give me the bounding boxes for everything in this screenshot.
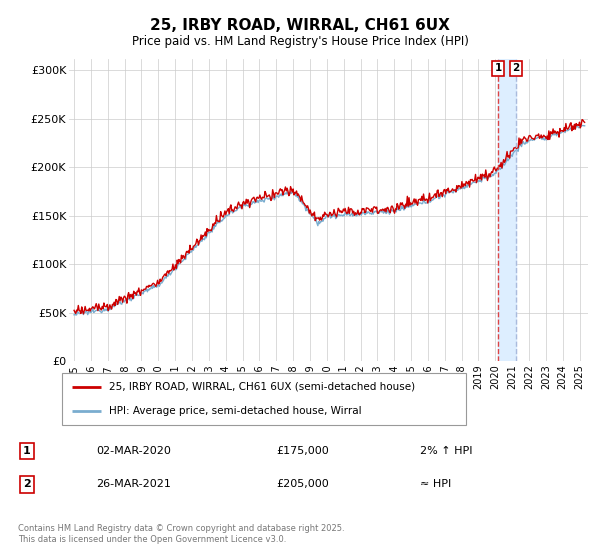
Text: 25, IRBY ROAD, WIRRAL, CH61 6UX (semi-detached house): 25, IRBY ROAD, WIRRAL, CH61 6UX (semi-de…: [109, 382, 415, 392]
Text: Contains HM Land Registry data © Crown copyright and database right 2025.
This d: Contains HM Land Registry data © Crown c…: [18, 524, 344, 544]
Text: HPI: Average price, semi-detached house, Wirral: HPI: Average price, semi-detached house,…: [109, 406, 362, 416]
Text: Price paid vs. HM Land Registry's House Price Index (HPI): Price paid vs. HM Land Registry's House …: [131, 35, 469, 49]
Text: 02-MAR-2020: 02-MAR-2020: [96, 446, 171, 456]
Text: 26-MAR-2021: 26-MAR-2021: [96, 479, 171, 489]
Text: 2: 2: [512, 63, 520, 73]
Text: £175,000: £175,000: [276, 446, 329, 456]
Bar: [498, 59, 516, 361]
Text: 2: 2: [23, 479, 31, 489]
FancyBboxPatch shape: [62, 374, 466, 424]
Text: 25, IRBY ROAD, WIRRAL, CH61 6UX: 25, IRBY ROAD, WIRRAL, CH61 6UX: [150, 18, 450, 32]
Text: £205,000: £205,000: [276, 479, 329, 489]
Text: 1: 1: [23, 446, 31, 456]
Text: 1: 1: [494, 63, 502, 73]
Text: ≈ HPI: ≈ HPI: [420, 479, 451, 489]
Text: 2% ↑ HPI: 2% ↑ HPI: [420, 446, 473, 456]
